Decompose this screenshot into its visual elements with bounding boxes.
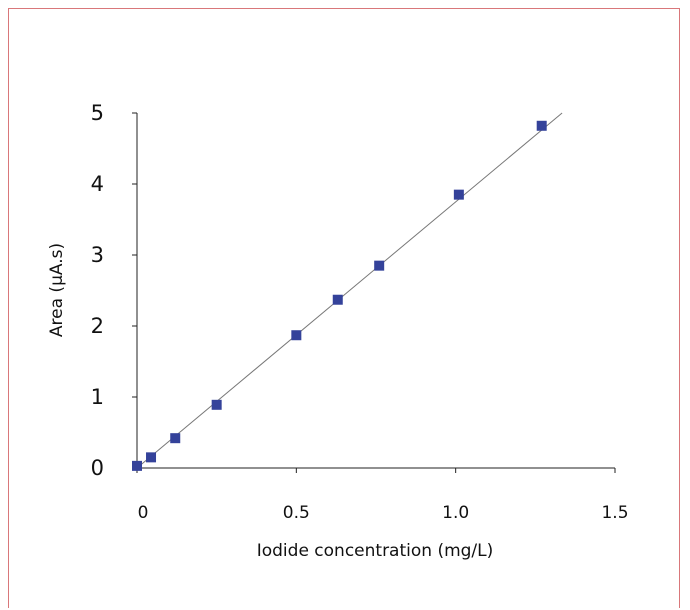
y-tick-label: 5 xyxy=(91,101,104,125)
data-point xyxy=(170,433,181,444)
trendline xyxy=(136,112,563,469)
y-tick-label: 3 xyxy=(91,243,104,267)
x-tick-label: 1.0 xyxy=(442,503,469,523)
data-point xyxy=(291,330,302,341)
y-tick-label: 4 xyxy=(91,172,104,196)
y-tick-label: 2 xyxy=(91,314,104,338)
data-point xyxy=(536,120,547,131)
x-axis-label: Iodide concentration (mg/L) xyxy=(257,541,494,561)
x-tick-label: 0 xyxy=(138,503,149,523)
data-point xyxy=(332,294,343,305)
y-tick-label: 0 xyxy=(91,456,104,480)
x-tick-label: 1.5 xyxy=(601,503,628,523)
data-point xyxy=(146,452,157,463)
chart-frame xyxy=(8,8,680,608)
data-point xyxy=(374,260,385,271)
y-axis-label: Area (µA.s) xyxy=(47,243,67,337)
data-point xyxy=(211,399,222,410)
data-point xyxy=(453,189,464,200)
y-tick-label: 1 xyxy=(91,385,104,409)
data-point xyxy=(132,460,142,471)
x-tick-label: 0.5 xyxy=(283,503,310,523)
